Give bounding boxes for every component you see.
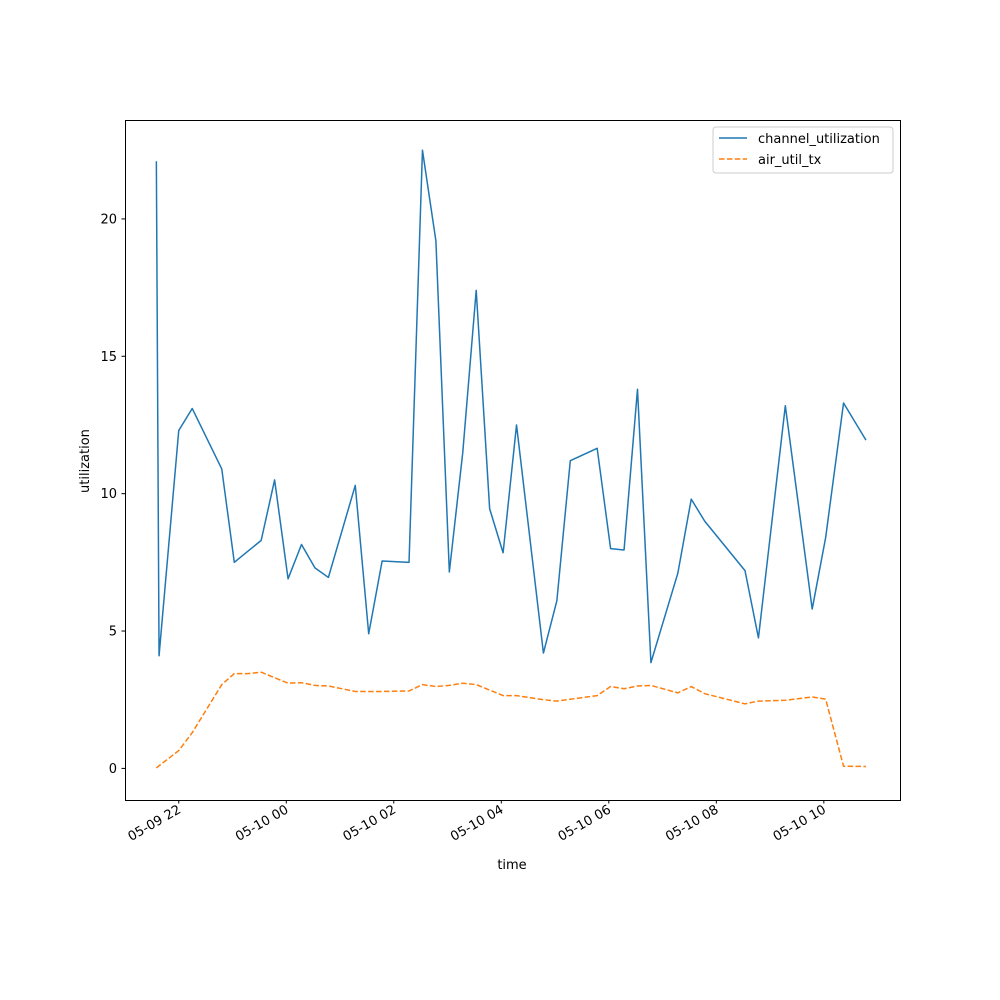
y-tick-label: 15: [100, 350, 117, 365]
plot-area-frame: [125, 120, 901, 801]
legend-label-air-util-tx: air_util_tx: [758, 153, 822, 168]
y-tick-label: 10: [100, 487, 117, 502]
x-tick-label: 05-10 10: [771, 802, 829, 844]
x-tick-label: 05-10 02: [341, 802, 399, 844]
x-tick-label: 05-10 00: [233, 802, 291, 844]
x-tick-label: 05-09 22: [126, 802, 184, 844]
series-line-air-util-tx: [155, 671, 866, 769]
series-line-channel-utilization: [155, 149, 867, 664]
legend: channel_utilization air_util_tx: [712, 126, 894, 174]
legend-label-channel-utilization: channel_utilization: [758, 132, 880, 147]
x-tick-label: 05-10 08: [663, 802, 721, 844]
y-tick-label: 20: [100, 212, 117, 227]
legend-box: [712, 126, 894, 174]
x-axis-title: time: [497, 858, 526, 873]
y-tick-label: 0: [109, 762, 117, 777]
x-tick-label: 05-10 06: [556, 802, 614, 844]
x-tick-label: 05-10 04: [448, 802, 506, 844]
y-axis-title: utilization: [78, 429, 93, 493]
y-tick-label: 5: [109, 625, 117, 640]
